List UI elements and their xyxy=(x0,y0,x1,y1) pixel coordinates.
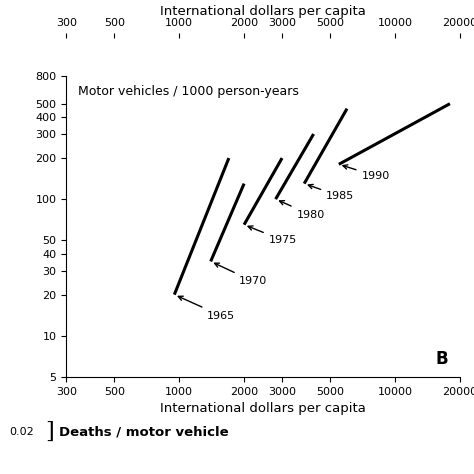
Text: B: B xyxy=(435,350,448,368)
Text: 0.02: 0.02 xyxy=(9,427,34,438)
X-axis label: International dollars per capita: International dollars per capita xyxy=(160,402,366,415)
Text: 1985: 1985 xyxy=(308,184,355,201)
Text: 1990: 1990 xyxy=(343,165,390,181)
Text: Motor vehicles / 1000 person-years: Motor vehicles / 1000 person-years xyxy=(78,85,299,98)
Text: ]: ] xyxy=(45,421,54,443)
Text: 1965: 1965 xyxy=(178,296,236,321)
Text: Deaths / motor vehicle: Deaths / motor vehicle xyxy=(59,426,229,439)
Text: 1975: 1975 xyxy=(248,226,297,245)
Text: 1970: 1970 xyxy=(215,263,267,286)
Text: 1980: 1980 xyxy=(280,201,325,219)
X-axis label: International dollars per capita: International dollars per capita xyxy=(160,5,366,18)
